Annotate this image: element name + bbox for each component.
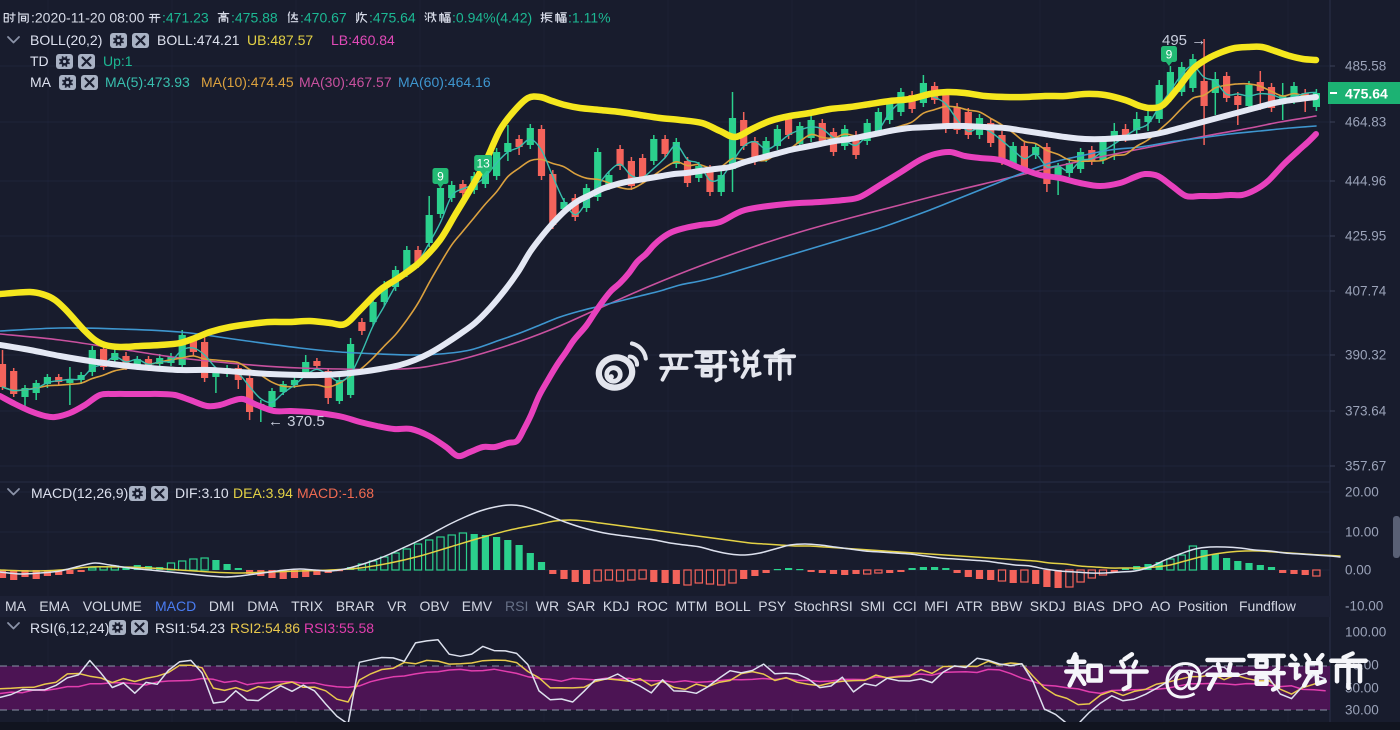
svg-text:CCI: CCI	[893, 598, 917, 614]
svg-text:EMV: EMV	[462, 598, 493, 614]
svg-text:MA(10):474.45: MA(10):474.45	[201, 74, 294, 90]
svg-text:MA: MA	[5, 598, 27, 614]
svg-text:LB:460.84: LB:460.84	[331, 32, 395, 48]
svg-text:RSI(6,12,24): RSI(6,12,24)	[30, 620, 109, 636]
svg-text:MA: MA	[30, 74, 52, 90]
svg-text:MA(30):467.57: MA(30):467.57	[299, 74, 392, 90]
svg-text::471.23: :471.23	[162, 10, 209, 26]
svg-text:ATR: ATR	[956, 598, 983, 614]
svg-text:MA(5):473.93: MA(5):473.93	[105, 74, 190, 90]
svg-text:RSI2:54.86: RSI2:54.86	[230, 620, 300, 636]
svg-text:444.96: 444.96	[1345, 174, 1386, 189]
svg-text:SMI: SMI	[860, 598, 885, 614]
svg-text:MACD: MACD	[155, 598, 196, 614]
svg-text:20.00: 20.00	[1345, 485, 1379, 500]
svg-text:DEA:3.94: DEA:3.94	[233, 485, 293, 501]
svg-text:50.00: 50.00	[1345, 681, 1379, 696]
svg-text:MTM: MTM	[676, 598, 708, 614]
svg-text:SKDJ: SKDJ	[1030, 598, 1066, 614]
svg-text:Up:1: Up:1	[103, 53, 133, 69]
svg-text:373.64: 373.64	[1345, 404, 1387, 419]
svg-text:AO: AO	[1150, 598, 1170, 614]
svg-text:BOLL: BOLL	[715, 598, 751, 614]
svg-text:VOLUME: VOLUME	[83, 598, 142, 614]
svg-text:357.67: 357.67	[1345, 459, 1386, 474]
svg-text:MACD:-1.68: MACD:-1.68	[297, 485, 374, 501]
svg-text:407.74: 407.74	[1345, 284, 1387, 299]
svg-text:BIAS: BIAS	[1073, 598, 1105, 614]
svg-text:TD: TD	[30, 53, 49, 69]
svg-text:475.64: 475.64	[1345, 86, 1388, 102]
svg-text::0.94%(4.42): :0.94%(4.42)	[452, 10, 532, 26]
svg-text:@: @	[1163, 654, 1204, 701]
svg-text:OBV: OBV	[420, 598, 450, 614]
svg-text:BOLL(20,2): BOLL(20,2)	[30, 32, 102, 48]
svg-text::475.64: :475.64	[369, 10, 416, 26]
svg-text:VR: VR	[387, 598, 406, 614]
svg-text:390.32: 390.32	[1345, 348, 1386, 363]
svg-text::475.88: :475.88	[231, 10, 278, 26]
svg-text:13: 13	[476, 157, 490, 171]
svg-text:DMA: DMA	[247, 598, 279, 614]
svg-text:DIF:3.10: DIF:3.10	[175, 485, 229, 501]
svg-text:30.00: 30.00	[1345, 703, 1379, 718]
svg-text:RSI: RSI	[505, 598, 528, 614]
svg-text:WR: WR	[536, 598, 559, 614]
svg-text:SAR: SAR	[567, 598, 596, 614]
svg-text:DPO: DPO	[1113, 598, 1143, 614]
svg-text:485.58: 485.58	[1345, 59, 1386, 74]
svg-text:ROC: ROC	[637, 598, 668, 614]
svg-text:DMI: DMI	[209, 598, 235, 614]
svg-text:495 →: 495 →	[1162, 32, 1206, 49]
svg-text:PSY: PSY	[758, 598, 787, 614]
svg-text:10.00: 10.00	[1345, 525, 1379, 540]
svg-text:UB:487.57: UB:487.57	[247, 32, 313, 48]
svg-text:BBW: BBW	[990, 598, 1023, 614]
svg-text:0.00: 0.00	[1345, 563, 1371, 578]
svg-text:BRAR: BRAR	[336, 598, 375, 614]
svg-text:9: 9	[1166, 48, 1173, 62]
svg-text:100.00: 100.00	[1345, 625, 1386, 640]
svg-text:RSI1:54.23: RSI1:54.23	[155, 620, 225, 636]
svg-text:Position: Position	[1178, 598, 1228, 614]
svg-text:MACD(12,26,9): MACD(12,26,9)	[31, 485, 128, 501]
svg-text:← 370.5: ← 370.5	[268, 413, 325, 430]
svg-text:MA(60):464.16: MA(60):464.16	[398, 74, 491, 90]
svg-text:464.83: 464.83	[1345, 115, 1386, 130]
svg-text:MFI: MFI	[924, 598, 948, 614]
svg-text:425.95: 425.95	[1345, 229, 1386, 244]
svg-text::470.67: :470.67	[300, 10, 347, 26]
svg-text:9: 9	[437, 170, 444, 184]
svg-text:TRIX: TRIX	[291, 598, 324, 614]
svg-text:EMA: EMA	[39, 598, 70, 614]
svg-text:-10.00: -10.00	[1345, 599, 1383, 614]
svg-text:RSI3:55.58: RSI3:55.58	[304, 620, 374, 636]
svg-text:Fundflow: Fundflow	[1239, 598, 1297, 614]
svg-text::1.11%: :1.11%	[568, 10, 611, 26]
svg-text:BOLL:474.21: BOLL:474.21	[157, 32, 240, 48]
svg-text:KDJ: KDJ	[603, 598, 629, 614]
svg-text::2020-11-20 08:00: :2020-11-20 08:00	[31, 10, 145, 26]
svg-text:StochRSI: StochRSI	[794, 598, 853, 614]
